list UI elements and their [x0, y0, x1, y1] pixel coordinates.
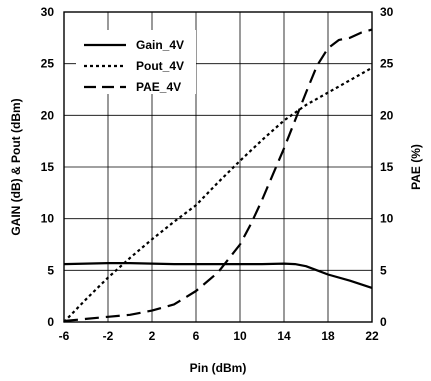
y2-tick-label: 10: [380, 212, 394, 226]
x-tick-label: 2: [149, 329, 156, 343]
x-tick-label: 10: [233, 329, 247, 343]
legend-label-gain-4v: Gain_4V: [136, 38, 184, 52]
series-line-pout-4v: [63, 66, 373, 323]
x-axis-title: Pin (dBm): [190, 361, 247, 375]
y-tick-label: 25: [41, 57, 55, 71]
y-tick-label: 10: [41, 212, 55, 226]
y2-tick-label: 20: [380, 108, 394, 122]
y-tick-label: 30: [41, 5, 55, 19]
y-tick-label: 0: [47, 315, 54, 329]
y2-tick-label: 30: [380, 5, 394, 19]
legend-label-pout-4v: Pout_4V: [136, 59, 184, 73]
series-layer: [63, 28, 373, 323]
y-tick-label: 15: [41, 160, 55, 174]
x-tick-label: -2: [103, 329, 114, 343]
y2-tick-label: 25: [380, 57, 394, 71]
y-tick-label: 20: [41, 108, 55, 122]
x-tick-label: 18: [321, 329, 335, 343]
x-tick-label: 6: [193, 329, 200, 343]
gridlines: [63, 11, 373, 323]
x-tick-label: -6: [59, 329, 70, 343]
y2-axis-title: PAE (%): [409, 144, 423, 190]
legend: Gain_4V Pout_4V PAE_4V: [76, 30, 196, 94]
legend-background: [76, 30, 196, 94]
x-tick-label: 22: [365, 329, 379, 343]
plot-frame: [63, 11, 373, 323]
series-line-gain-4v: [63, 262, 373, 289]
y-tick-label: 5: [47, 263, 54, 277]
y-axis-title: GAIN (dB) & Pout (dBm): [9, 98, 23, 235]
y2-tick-label: 15: [380, 160, 394, 174]
y2-tick-label: 0: [380, 315, 387, 329]
series-line-pae-4v: [63, 28, 373, 323]
y2-tick-label: 5: [380, 263, 387, 277]
legend-label-pae-4v: PAE_4V: [136, 80, 181, 94]
x-tick-label: 14: [277, 329, 291, 343]
